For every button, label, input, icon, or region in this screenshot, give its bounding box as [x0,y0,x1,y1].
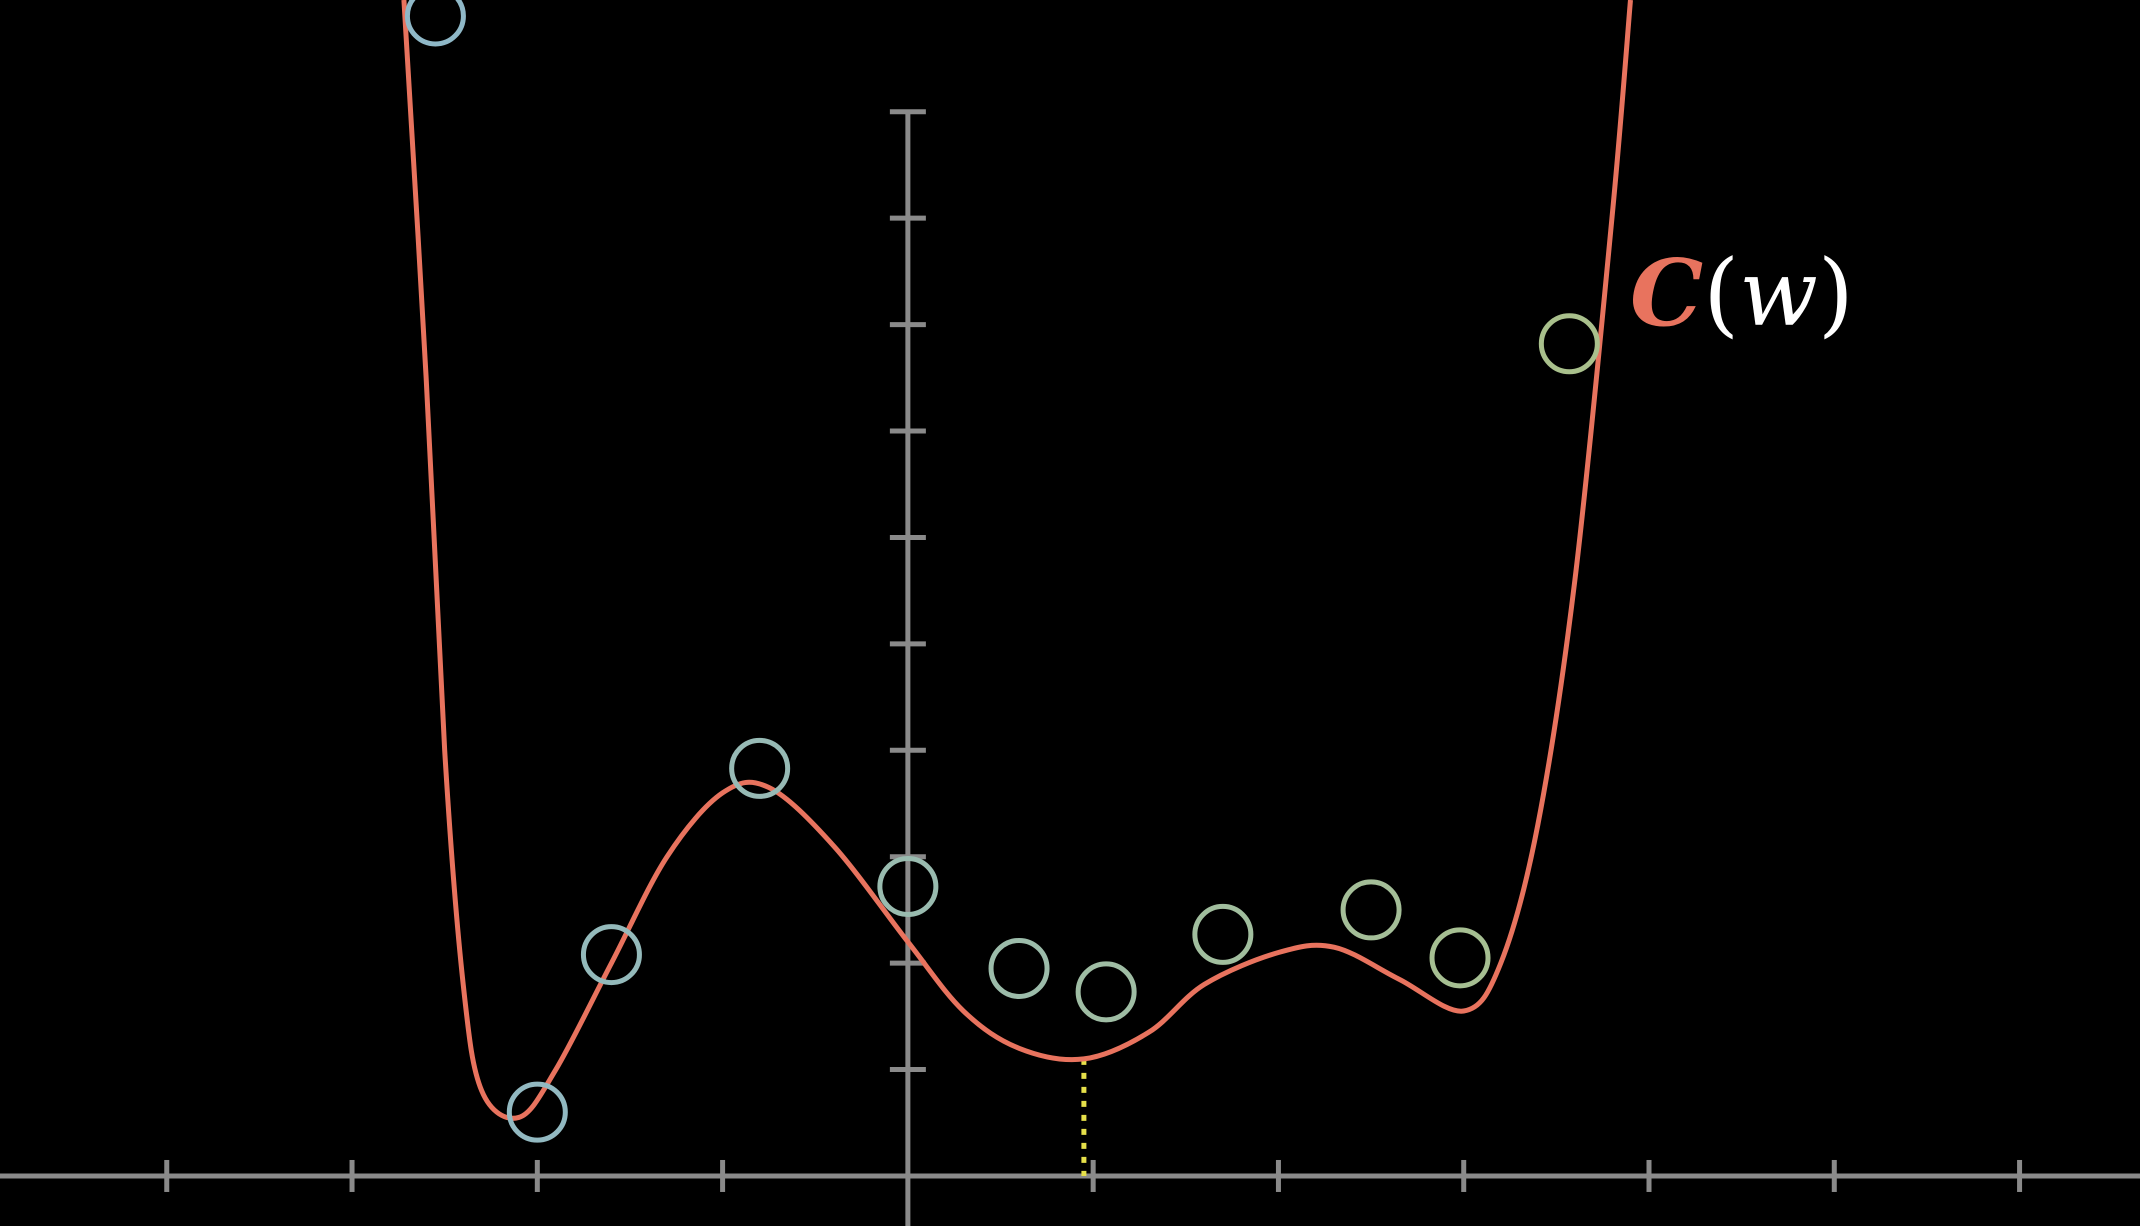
curve-layer [401,0,1633,1121]
series-label-close: ) [1818,240,1854,347]
sample-point [1192,903,1254,965]
series-label: C(w) [1630,239,1854,347]
series-label-open: ( [1703,240,1739,347]
series-label-name: C [1630,239,1703,347]
sample-point [1340,879,1402,941]
sample-point [404,0,466,47]
cost-curve [401,0,1633,1121]
sample-point [1075,961,1137,1023]
axes [0,109,2140,1226]
sample-point [729,737,791,799]
series-label-var: w [1739,240,1818,347]
sample-point [506,1081,568,1143]
sample-point [1429,927,1491,989]
sample-point [877,856,939,918]
sample-point [1538,313,1600,375]
sample-point [988,937,1050,999]
sample-point [580,924,642,986]
sample-points-layer [404,0,1600,1143]
